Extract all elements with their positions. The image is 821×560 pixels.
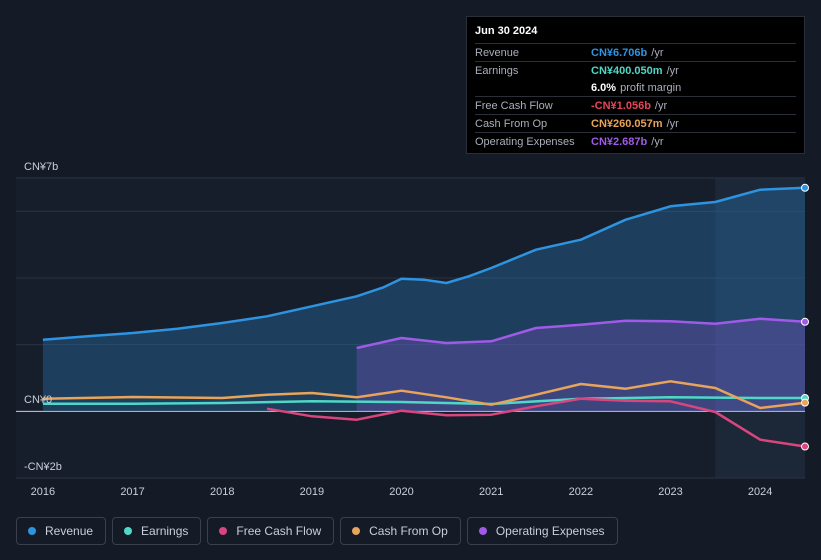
tooltip-row: Earnings CN¥400.050m/yr xyxy=(475,61,796,79)
cash-from-op-end-point[interactable] xyxy=(801,398,809,407)
y-label-zero: CN¥0 xyxy=(24,394,52,406)
tooltip-label: Cash From Op xyxy=(475,117,548,130)
legend-item-revenue[interactable]: Revenue xyxy=(16,517,107,545)
tooltip-value: CN¥2.687b xyxy=(591,135,648,148)
tooltip-value: 6.0% xyxy=(591,81,617,94)
x-tick-label: 2024 xyxy=(748,486,772,498)
legend-dot-icon xyxy=(352,527,361,535)
operating-expenses-end-point[interactable] xyxy=(801,317,809,326)
tooltip-value: CN¥6.706b xyxy=(591,46,648,59)
tooltip-label: Free Cash Flow xyxy=(475,99,553,112)
legend-dot-icon xyxy=(478,527,487,535)
tooltip-row: Revenue CN¥6.706b/yr xyxy=(475,43,796,61)
legend-item-cash-from-op[interactable]: Cash From Op xyxy=(340,517,461,545)
legend: Revenue Earnings Free Cash Flow Cash From O… xyxy=(16,517,618,545)
legend-item-earnings[interactable]: Earnings xyxy=(112,517,202,545)
tooltip-label: Revenue xyxy=(475,46,520,59)
free-cash-flow-end-point[interactable] xyxy=(801,442,809,451)
x-tick-label: 2016 xyxy=(31,486,55,498)
revenue-line xyxy=(42,186,806,341)
legend-label: Earnings xyxy=(141,524,189,538)
chart-canvas: CN¥7b CN¥0 -CN¥2b 2016 2017 2018 2019 2020 20… xyxy=(16,161,809,498)
tooltip-unit: /yr xyxy=(651,135,664,148)
tooltip-date: Jun 30 2024 xyxy=(475,25,538,37)
tooltip-value: -CN¥1.056b xyxy=(591,99,651,112)
free-cash-flow-line xyxy=(266,397,806,448)
revenue-area xyxy=(42,187,805,412)
legend-item-free-cash-flow[interactable]: Free Cash Flow xyxy=(207,517,335,545)
tooltip-unit: /yr xyxy=(651,46,664,59)
x-tick-label: 2022 xyxy=(569,486,593,498)
plot-background xyxy=(16,178,805,478)
x-tick-label: 2019 xyxy=(300,486,324,498)
y-label-bottom: -CN¥2b xyxy=(24,461,62,473)
legend-label: Free Cash Flow xyxy=(236,524,322,538)
tooltip-unit: /yr xyxy=(666,64,679,77)
recent-period-shade xyxy=(715,178,805,478)
legend-dot-icon xyxy=(219,527,228,535)
operating-expenses-line xyxy=(356,317,806,350)
x-tick-label: 2020 xyxy=(389,486,413,498)
tooltip-row: Operating Expenses CN¥2.687b/yr xyxy=(475,132,796,150)
legend-label: Revenue xyxy=(45,524,94,538)
operating-expenses-area xyxy=(356,318,805,412)
y-label-top: CN¥7b xyxy=(24,161,58,173)
x-tick-label: 2018 xyxy=(210,486,234,498)
tooltip-row: Free Cash Flow -CN¥1.056b/yr xyxy=(475,96,796,114)
tooltip-unit: /yr xyxy=(666,117,679,130)
tooltip-unit: /yr xyxy=(654,99,668,112)
tooltip-row: Cash From Op CN¥260.057m/yr xyxy=(475,114,796,132)
cash-from-op-line xyxy=(42,380,806,410)
tooltip: Jun 30 2024 Revenue CN¥6.706b/yr Earnings C… xyxy=(466,16,805,154)
x-tick-label: 2021 xyxy=(479,486,503,498)
x-tick-label: 2023 xyxy=(658,486,682,498)
legend-label: Operating Expenses xyxy=(495,524,605,538)
revenue-end-point[interactable] xyxy=(801,183,809,192)
tooltip-value: CN¥400.050m xyxy=(591,64,663,77)
tooltip-label: Earnings xyxy=(475,64,519,77)
x-tick-label: 2017 xyxy=(120,486,144,498)
legend-dot-icon xyxy=(124,527,133,535)
tooltip-row: 6.0% profit margin xyxy=(475,79,796,96)
legend-label: Cash From Op xyxy=(369,524,448,538)
legend-dot-icon xyxy=(28,527,36,535)
earnings-line xyxy=(42,396,805,406)
tooltip-label: Operating Expenses xyxy=(475,135,575,148)
tooltip-unit: profit margin xyxy=(620,81,682,94)
legend-item-operating-expenses[interactable]: Operating Expenses xyxy=(466,517,618,545)
tooltip-value: CN¥260.057m xyxy=(591,117,663,130)
